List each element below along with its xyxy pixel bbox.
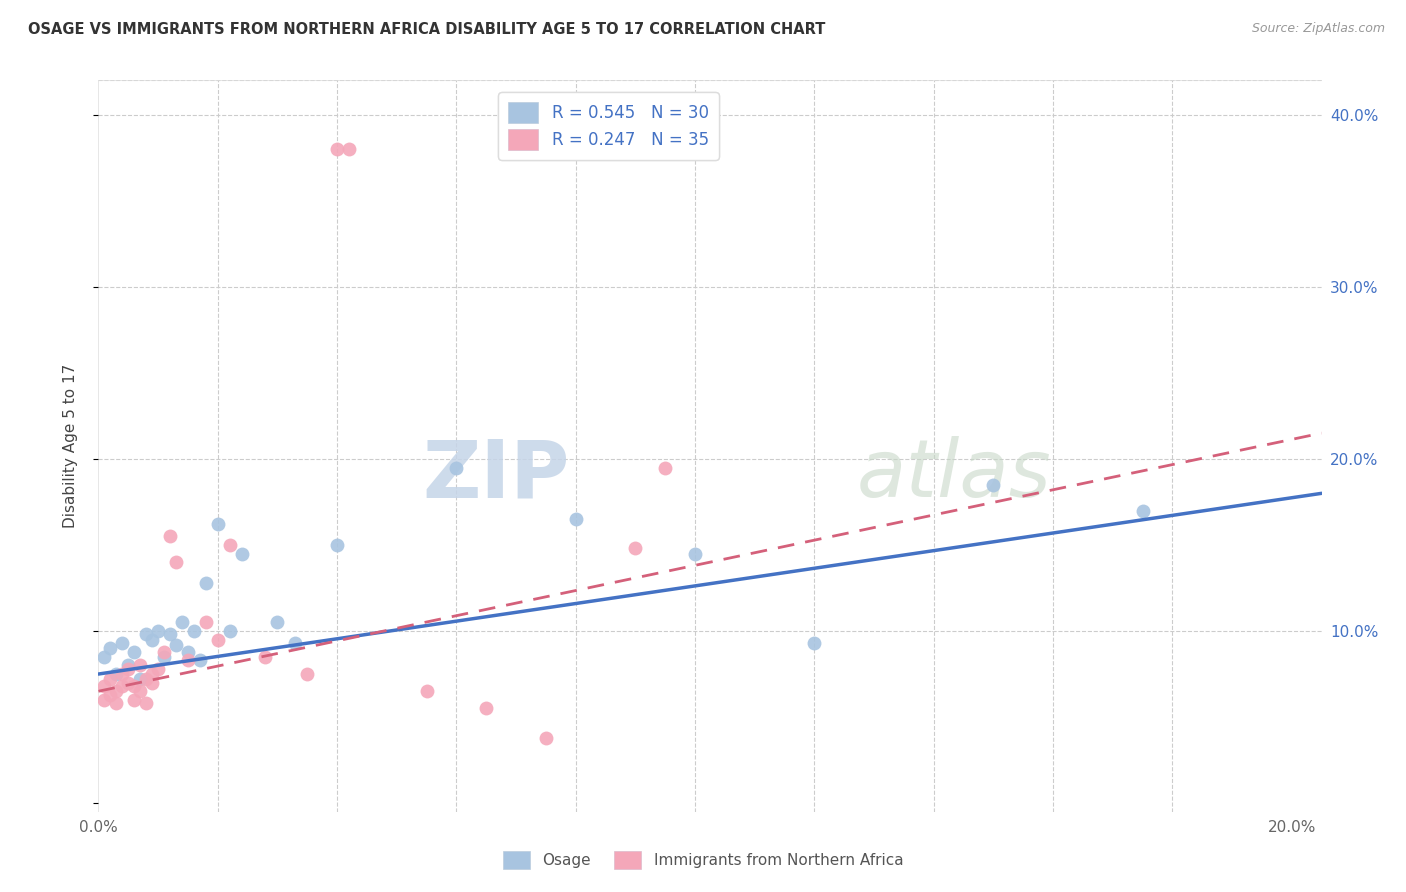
Point [177, 653, 200, 667]
Point [254, 649, 277, 664]
Point [122, 645, 145, 659]
Text: OSAGE VS IMMIGRANTS FROM NORTHERN AFRICA DISABILITY AGE 5 TO 17 CORRELATION CHAR: OSAGE VS IMMIGRANTS FROM NORTHERN AFRICA… [28, 22, 825, 37]
Point [93, 679, 115, 693]
Point [654, 460, 676, 475]
Point [135, 627, 157, 641]
Point [266, 615, 288, 630]
Point [141, 675, 163, 690]
Point [534, 731, 557, 745]
Legend: R = 0.545   N = 30, R = 0.247   N = 35: R = 0.545 N = 30, R = 0.247 N = 35 [498, 92, 718, 160]
Point [141, 632, 163, 647]
Point [159, 529, 181, 543]
Point [446, 460, 468, 475]
Point [683, 547, 706, 561]
Point [337, 142, 360, 156]
Text: ZIP: ZIP [422, 436, 569, 515]
Point [117, 662, 139, 676]
Point [135, 696, 157, 710]
Point [111, 679, 134, 693]
Text: atlas: atlas [856, 436, 1052, 515]
Point [1132, 503, 1154, 517]
Point [188, 653, 211, 667]
Point [98, 641, 121, 656]
Point [415, 684, 437, 698]
Point [129, 658, 152, 673]
Point [129, 672, 152, 686]
Point [183, 624, 205, 638]
Point [218, 624, 240, 638]
Point [165, 638, 187, 652]
Point [475, 701, 498, 715]
Point [326, 142, 349, 156]
Point [105, 667, 128, 681]
Point [159, 627, 181, 641]
Point [111, 636, 134, 650]
Point [218, 538, 240, 552]
Point [111, 667, 134, 681]
Point [170, 615, 193, 630]
Point [284, 636, 307, 650]
Point [129, 684, 152, 698]
Point [624, 541, 647, 556]
Point [141, 667, 163, 681]
Point [153, 645, 176, 659]
Point [326, 538, 349, 552]
Point [231, 547, 253, 561]
Point [194, 575, 217, 590]
Point [98, 688, 121, 702]
Y-axis label: Disability Age 5 to 17: Disability Age 5 to 17 [63, 364, 77, 528]
Point [93, 649, 115, 664]
Point [177, 645, 200, 659]
Point [803, 636, 825, 650]
Point [565, 512, 588, 526]
Point [98, 672, 121, 686]
Point [93, 693, 115, 707]
Legend: Osage, Immigrants from Northern Africa: Osage, Immigrants from Northern Africa [496, 845, 910, 875]
Point [105, 696, 128, 710]
Point [297, 667, 319, 681]
Point [207, 517, 229, 532]
Point [194, 615, 217, 630]
Point [117, 658, 139, 673]
Point [122, 693, 145, 707]
Point [983, 477, 1005, 491]
Point [105, 684, 128, 698]
Point [207, 632, 229, 647]
Point [135, 672, 157, 686]
Point [122, 679, 145, 693]
Point [117, 675, 139, 690]
Point [146, 624, 169, 638]
Point [165, 555, 187, 569]
Point [146, 662, 169, 676]
Text: Source: ZipAtlas.com: Source: ZipAtlas.com [1251, 22, 1385, 36]
Point [153, 649, 176, 664]
